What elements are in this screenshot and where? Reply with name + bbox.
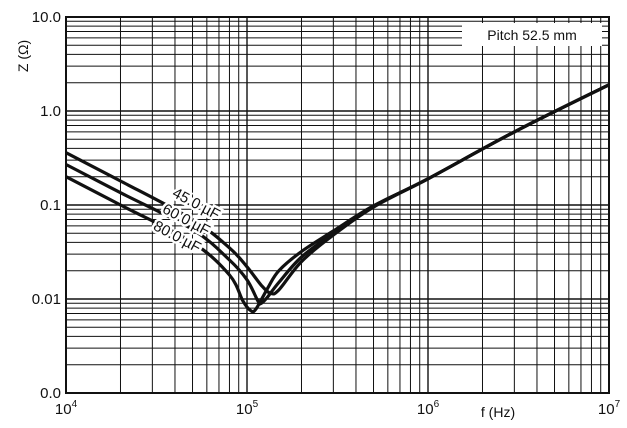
x-tick-label: 106 xyxy=(417,399,440,418)
series-line-1 xyxy=(65,83,610,296)
y-tick-label: 0.0 xyxy=(40,385,61,402)
x-tick-labels: 104 105 106 107 xyxy=(55,399,621,418)
y-axis-label: Z (Ω) xyxy=(15,40,31,72)
x-tick-label: 104 xyxy=(55,399,78,418)
annotation-text: Pitch 52.5 mm xyxy=(487,27,576,43)
y-tick-label: 1.0 xyxy=(40,103,61,120)
annotation-box: Pitch 52.5 mm xyxy=(462,23,602,46)
grid xyxy=(65,16,610,394)
series-line-3 xyxy=(65,83,610,314)
y-tick-label: 0.1 xyxy=(40,197,61,214)
x-tick-label: 107 xyxy=(598,399,621,418)
x-tick-label: 105 xyxy=(236,399,259,418)
x-axis-label: f (Hz) xyxy=(481,404,515,420)
y-tick-label: 10.0 xyxy=(32,9,61,26)
y-tick-labels: 10.0 1.0 0.1 0.01 0.0 xyxy=(32,9,61,402)
impedance-curves xyxy=(65,83,610,314)
y-tick-label: 0.01 xyxy=(32,291,61,308)
plot-frame xyxy=(65,16,610,394)
